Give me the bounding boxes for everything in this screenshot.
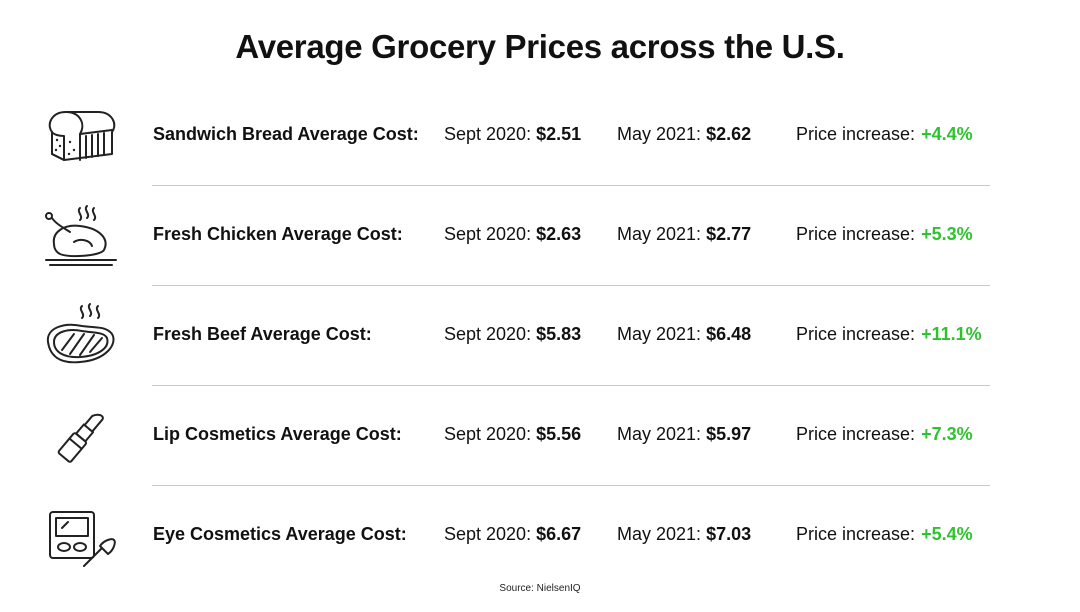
item-label: Eye Cosmetics Average Cost: bbox=[153, 524, 407, 544]
steak-icon bbox=[40, 302, 124, 370]
item-label: Sandwich Bread Average Cost: bbox=[153, 124, 419, 144]
sept-2020-value: $6.67 bbox=[536, 524, 582, 544]
price-increase-cell: Price increase: +7.3% bbox=[796, 424, 973, 444]
price-increase-cell: Price increase: +4.4% bbox=[796, 124, 973, 144]
price-increase-value: +4.4% bbox=[921, 124, 973, 144]
bread-icon bbox=[40, 102, 124, 170]
row-divider bbox=[152, 485, 990, 486]
may-2021-value: $2.77 bbox=[706, 224, 752, 244]
sept-2020-value: $5.83 bbox=[536, 324, 582, 344]
row-divider bbox=[152, 385, 990, 386]
may-2021-cell: May 2021: $2.62 bbox=[617, 124, 752, 144]
may-2021-cell: May 2021: $5.97 bbox=[617, 424, 752, 444]
lipstick-icon bbox=[40, 402, 124, 470]
chicken-icon bbox=[40, 202, 124, 270]
may-2021-value: $6.48 bbox=[706, 324, 752, 344]
table-row: Eye Cosmetics Average Cost: Sept 2020: $… bbox=[0, 486, 1080, 586]
may-2021-value: $5.97 bbox=[706, 424, 752, 444]
table-row: Fresh Beef Average Cost: Sept 2020: $5.8… bbox=[0, 286, 1080, 386]
price-increase-value: +7.3% bbox=[921, 424, 973, 444]
sept-2020-value: $2.63 bbox=[536, 224, 582, 244]
price-increase-cell: Price increase: +11.1% bbox=[796, 324, 982, 344]
sept-2020-cell: Sept 2020: $2.63 bbox=[444, 224, 582, 244]
may-2021-value: $2.62 bbox=[706, 124, 752, 144]
sept-2020-cell: Sept 2020: $5.56 bbox=[444, 424, 582, 444]
item-label: Lip Cosmetics Average Cost: bbox=[153, 424, 402, 444]
price-table: Sandwich Bread Average Cost: Sept 2020: … bbox=[0, 86, 1080, 586]
sept-2020-cell: Sept 2020: $6.67 bbox=[444, 524, 582, 544]
row-divider bbox=[152, 285, 990, 286]
sept-2020-cell: Sept 2020: $5.83 bbox=[444, 324, 582, 344]
sept-2020-value: $5.56 bbox=[536, 424, 582, 444]
may-2021-cell: May 2021: $2.77 bbox=[617, 224, 752, 244]
source-note: Source: NielsenIQ bbox=[499, 583, 581, 594]
may-2021-value: $7.03 bbox=[706, 524, 752, 544]
eyeshadow-palette-icon bbox=[40, 502, 124, 570]
price-increase-value: +5.4% bbox=[921, 524, 973, 544]
may-2021-cell: May 2021: $6.48 bbox=[617, 324, 752, 344]
table-row: Lip Cosmetics Average Cost: Sept 2020: $… bbox=[0, 386, 1080, 486]
item-label: Fresh Beef Average Cost: bbox=[153, 324, 372, 344]
table-row: Sandwich Bread Average Cost: Sept 2020: … bbox=[0, 86, 1080, 186]
price-increase-value: +5.3% bbox=[921, 224, 973, 244]
may-2021-cell: May 2021: $7.03 bbox=[617, 524, 752, 544]
sept-2020-value: $2.51 bbox=[536, 124, 582, 144]
item-label: Fresh Chicken Average Cost: bbox=[153, 224, 403, 244]
table-row: Fresh Chicken Average Cost: Sept 2020: $… bbox=[0, 186, 1080, 286]
price-increase-value: +11.1% bbox=[921, 324, 982, 344]
price-increase-cell: Price increase: +5.4% bbox=[796, 524, 973, 544]
chart-title: Average Grocery Prices across the U.S. bbox=[235, 28, 845, 65]
sept-2020-cell: Sept 2020: $2.51 bbox=[444, 124, 582, 144]
row-divider bbox=[152, 185, 990, 186]
price-increase-cell: Price increase: +5.3% bbox=[796, 224, 973, 244]
